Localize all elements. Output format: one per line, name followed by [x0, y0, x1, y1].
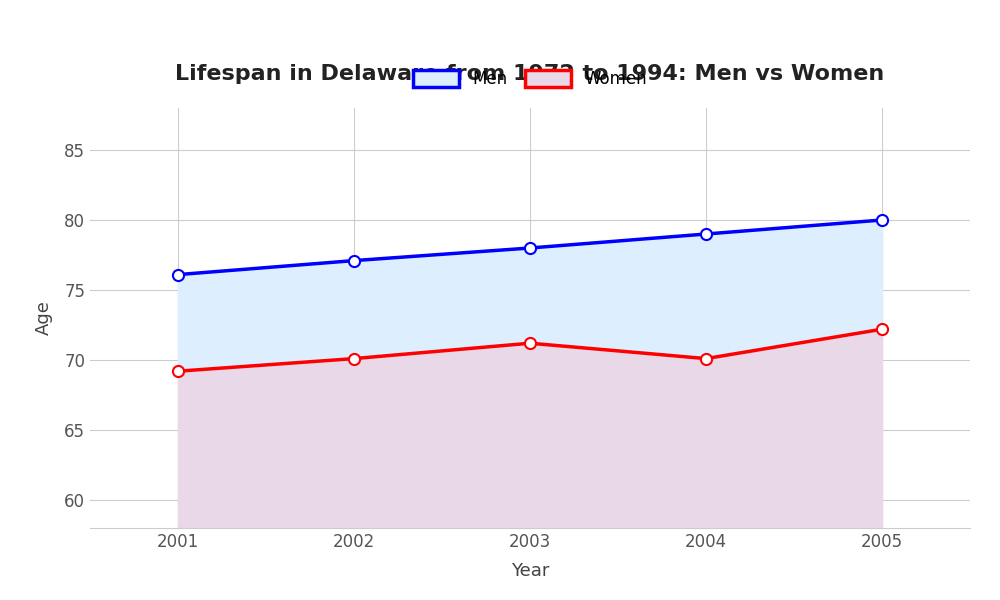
Title: Lifespan in Delaware from 1972 to 1994: Men vs Women: Lifespan in Delaware from 1972 to 1994: …	[175, 64, 885, 84]
Men	[876, 217, 888, 224]
Legend: Men, Women: Men, Women	[404, 62, 656, 97]
Women	[524, 340, 536, 347]
Men	[524, 244, 536, 251]
Women	[876, 326, 888, 333]
Men	[348, 257, 360, 264]
Women	[700, 355, 712, 362]
Line: Women: Women	[172, 323, 888, 377]
Men	[172, 271, 184, 278]
Men	[700, 230, 712, 238]
Women	[348, 355, 360, 362]
X-axis label: Year: Year	[511, 562, 549, 580]
Line: Men: Men	[172, 214, 888, 280]
Y-axis label: Age: Age	[35, 301, 53, 335]
Women	[172, 368, 184, 375]
